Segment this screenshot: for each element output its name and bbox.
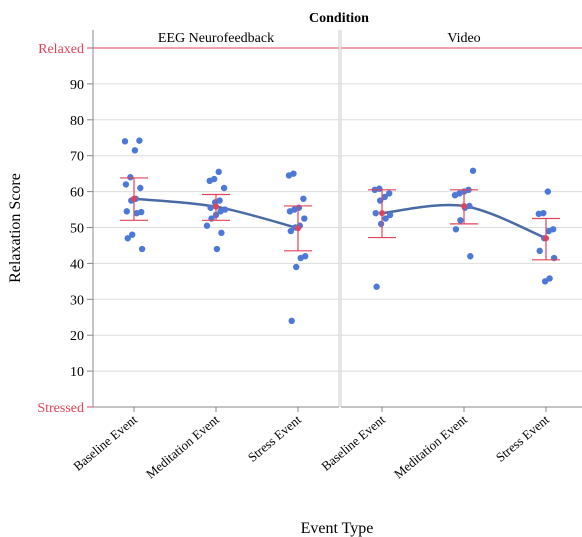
plot-area: Relaxed 90 80 70 60 50 40 30 20 10 Stressed EEG Neu… <box>37 30 582 482</box>
x-tick-label: Baseline Event <box>318 412 388 474</box>
data-point <box>220 184 228 192</box>
panel-header: EEG Neurofeedback <box>158 31 274 46</box>
x-tick-label: Meditation Event <box>391 412 470 482</box>
data-point <box>452 226 460 233</box>
y-tick-label: Stressed <box>37 401 84 416</box>
data-point <box>467 253 474 260</box>
data-point <box>373 283 380 290</box>
data-point <box>301 215 308 222</box>
data-point <box>122 181 130 188</box>
y-axis-label: Relaxation Score <box>7 173 24 283</box>
y-tick-label: 20 <box>70 329 84 344</box>
data-point <box>206 177 213 185</box>
y-tick-label: Relaxed <box>38 42 84 57</box>
data-point <box>545 227 552 235</box>
data-point <box>123 208 130 215</box>
data-point <box>203 222 211 229</box>
mean-marker <box>543 235 549 242</box>
data-point <box>469 167 477 174</box>
data-point <box>381 193 388 201</box>
y-tick-label: 30 <box>70 293 84 308</box>
data-point <box>544 188 551 195</box>
mean-marker <box>379 210 385 217</box>
data-point <box>377 220 385 228</box>
data-point <box>133 209 140 217</box>
chart-title: Condition <box>309 11 369 26</box>
data-point <box>207 204 214 211</box>
y-tick-label: 90 <box>70 78 84 93</box>
mean-marker <box>131 195 137 202</box>
data-point <box>218 229 225 237</box>
data-point <box>131 147 139 154</box>
data-point <box>287 227 294 235</box>
data-point <box>129 231 136 238</box>
y-tick-label: 50 <box>70 222 84 237</box>
x-tick-label: Stress Event <box>493 412 552 465</box>
data-point <box>138 245 146 253</box>
data-point <box>536 247 543 255</box>
data-point <box>121 138 129 145</box>
data-point <box>285 172 293 179</box>
data-point <box>288 317 295 325</box>
data-point <box>535 210 542 218</box>
data-point <box>386 190 393 197</box>
mean-marker <box>213 203 219 210</box>
data-point <box>124 235 131 242</box>
data-point <box>382 215 389 222</box>
data-point <box>297 254 304 262</box>
panel-header: Video <box>447 31 480 46</box>
mean-marker <box>461 202 467 209</box>
data-point <box>300 195 307 202</box>
y-tick-label: 70 <box>70 150 84 165</box>
data-point <box>457 217 464 224</box>
data-point <box>451 191 459 199</box>
x-tick-label: Baseline Event <box>70 412 140 474</box>
data-point <box>213 245 221 253</box>
data-point <box>372 209 379 217</box>
y-tick-label: 60 <box>70 186 84 201</box>
y-tick-label: 40 <box>70 257 84 272</box>
y-tick-label: 10 <box>70 365 84 380</box>
data-point <box>293 263 300 271</box>
data-point <box>215 168 222 176</box>
data-point <box>386 211 394 219</box>
data-point <box>127 174 134 181</box>
data-point <box>217 208 224 215</box>
x-axis-label: Event Type <box>301 520 374 537</box>
data-point <box>541 278 549 285</box>
x-tick-label: Stress Event <box>245 412 304 465</box>
data-point <box>136 137 143 144</box>
data-point <box>286 208 294 215</box>
x-tick-label: Meditation Event <box>143 412 222 482</box>
mean-marker <box>295 225 301 232</box>
data-point <box>137 184 144 192</box>
y-tick-label: 80 <box>70 114 84 129</box>
